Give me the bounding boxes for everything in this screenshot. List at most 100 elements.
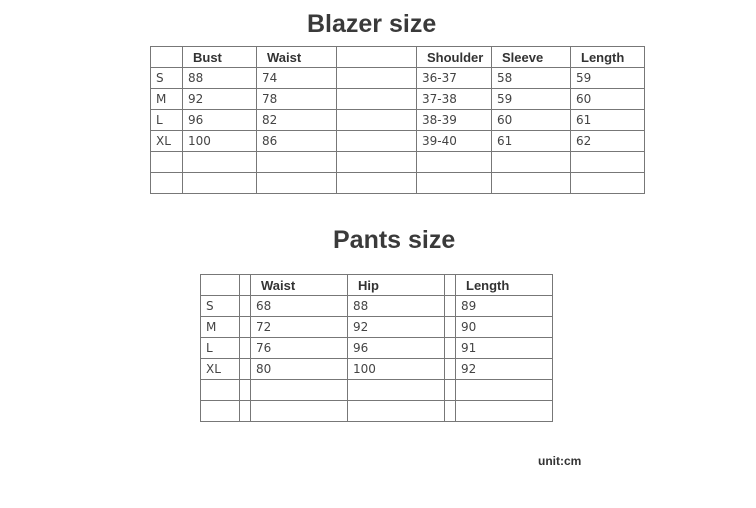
- table-cell: 100: [347, 358, 445, 380]
- table-cell: [347, 400, 445, 422]
- table-cell: 68: [250, 295, 348, 317]
- header-cell: [239, 274, 251, 296]
- table-cell: [444, 379, 456, 401]
- table-cell: L: [200, 337, 240, 359]
- table-row: [150, 151, 645, 173]
- pants-size-table: Waist Hip Length S 68 88 89 M 72 92 90 L 76 96 91 XL 80 1…: [200, 274, 553, 422]
- header-cell: [444, 274, 456, 296]
- table-cell: 100: [182, 130, 257, 152]
- table-cell: 38-39: [416, 109, 492, 131]
- table-row: XL 100 86 39-40 61 62: [150, 130, 645, 152]
- table-cell: [455, 379, 553, 401]
- table-cell: [182, 151, 257, 173]
- table-cell: [239, 295, 251, 317]
- table-cell: 78: [256, 88, 337, 110]
- table-cell: 91: [455, 337, 553, 359]
- table-cell: XL: [150, 130, 183, 152]
- table-cell: [444, 400, 456, 422]
- header-cell: Waist: [250, 274, 348, 296]
- table-row: S 88 74 36-37 58 59: [150, 67, 645, 89]
- header-row: Waist Hip Length: [200, 274, 553, 296]
- table-cell: [336, 172, 417, 194]
- table-cell: [256, 151, 337, 173]
- table-cell: [455, 400, 553, 422]
- table-cell: [444, 316, 456, 338]
- table-cell: 60: [570, 88, 645, 110]
- table-row: M 92 78 37-38 59 60: [150, 88, 645, 110]
- table-cell: [336, 151, 417, 173]
- table-cell: M: [200, 316, 240, 338]
- table-row: M 72 92 90: [200, 316, 553, 338]
- table-cell: 88: [182, 67, 257, 89]
- table-cell: 92: [182, 88, 257, 110]
- table-row: [200, 379, 553, 401]
- table-row: [150, 172, 645, 194]
- table-cell: 89: [455, 295, 553, 317]
- unit-label: unit:cm: [538, 454, 582, 468]
- table-cell: 39-40: [416, 130, 492, 152]
- header-row: Bust Waist Shoulder Sleeve Length: [150, 46, 645, 68]
- table-row: XL 80 100 92: [200, 358, 553, 380]
- header-cell: Shoulder: [416, 46, 492, 68]
- table-cell: 74: [256, 67, 337, 89]
- table-cell: [336, 67, 417, 89]
- table-cell: 82: [256, 109, 337, 131]
- table-row: L 96 82 38-39 60 61: [150, 109, 645, 131]
- table-cell: 58: [491, 67, 571, 89]
- table-row: [200, 400, 553, 422]
- table-cell: 59: [491, 88, 571, 110]
- table-cell: [150, 151, 183, 173]
- table-cell: [182, 172, 257, 194]
- table-cell: 80: [250, 358, 348, 380]
- table-cell: 62: [570, 130, 645, 152]
- table-row: L 76 96 91: [200, 337, 553, 359]
- header-cell: [336, 46, 417, 68]
- table-cell: 76: [250, 337, 348, 359]
- table-cell: S: [200, 295, 240, 317]
- table-cell: [336, 130, 417, 152]
- table-cell: [416, 172, 492, 194]
- table-cell: [347, 379, 445, 401]
- table-cell: [239, 400, 251, 422]
- table-cell: 96: [347, 337, 445, 359]
- table-cell: [444, 337, 456, 359]
- table-cell: 61: [491, 130, 571, 152]
- table-cell: [491, 151, 571, 173]
- table-cell: 92: [455, 358, 553, 380]
- blazer-size-title: Blazer size: [307, 10, 437, 38]
- table-cell: 90: [455, 316, 553, 338]
- header-cell: Waist: [256, 46, 337, 68]
- table-cell: 92: [347, 316, 445, 338]
- header-cell: Hip: [347, 274, 445, 296]
- table-cell: [239, 358, 251, 380]
- table-cell: [250, 400, 348, 422]
- pants-size-title: Pants size: [333, 226, 456, 254]
- table-cell: [256, 172, 337, 194]
- table-cell: S: [150, 67, 183, 89]
- header-cell: [200, 274, 240, 296]
- table-cell: [491, 172, 571, 194]
- table-cell: 61: [570, 109, 645, 131]
- table-cell: L: [150, 109, 183, 131]
- table-cell: XL: [200, 358, 240, 380]
- table-cell: [239, 316, 251, 338]
- table-cell: 60: [491, 109, 571, 131]
- table-cell: [416, 151, 492, 173]
- table-cell: [150, 172, 183, 194]
- table-cell: [250, 379, 348, 401]
- table-cell: [239, 379, 251, 401]
- header-cell: Sleeve: [491, 46, 571, 68]
- table-cell: 96: [182, 109, 257, 131]
- table-cell: [444, 295, 456, 317]
- table-cell: 59: [570, 67, 645, 89]
- header-cell: Length: [455, 274, 553, 296]
- table-cell: [570, 151, 645, 173]
- blazer-size-table: Bust Waist Shoulder Sleeve Length S 88 74 36-37 5…: [150, 46, 645, 194]
- table-cell: 88: [347, 295, 445, 317]
- table-cell: [336, 88, 417, 110]
- table-cell: 37-38: [416, 88, 492, 110]
- table-cell: M: [150, 88, 183, 110]
- table-cell: 72: [250, 316, 348, 338]
- table-cell: [570, 172, 645, 194]
- table-cell: 86: [256, 130, 337, 152]
